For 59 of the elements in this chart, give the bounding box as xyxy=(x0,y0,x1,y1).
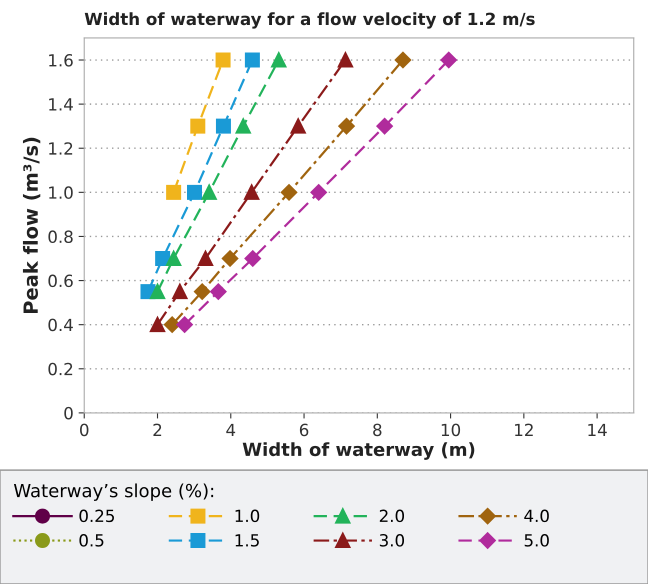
legend-title: Waterway’s slope (%): xyxy=(14,483,214,501)
point xyxy=(150,317,166,332)
x-tick-label: 0 xyxy=(80,424,88,436)
point xyxy=(166,251,182,266)
y-tick-label: 1.4 xyxy=(49,98,73,110)
y-tick-label: 0.2 xyxy=(48,362,72,376)
point xyxy=(176,316,193,333)
y-tick-label: 0.4 xyxy=(48,318,73,332)
point xyxy=(244,250,261,267)
point xyxy=(338,52,353,68)
point xyxy=(194,283,210,300)
x-tick-label: 2 xyxy=(153,424,162,436)
legend-label: 4.0 xyxy=(524,510,549,522)
x-tick-label: 12 xyxy=(515,424,533,436)
legend-label: 1.5 xyxy=(236,534,259,547)
point xyxy=(216,52,231,68)
x-axis-title: Width of waterway (m) xyxy=(242,442,474,460)
point xyxy=(376,118,393,134)
point xyxy=(271,52,286,68)
point xyxy=(172,284,188,300)
point xyxy=(236,118,251,134)
x-tick-label: 14 xyxy=(588,424,607,436)
y-tick-label: 1.0 xyxy=(49,186,73,199)
point xyxy=(155,251,170,266)
point xyxy=(280,184,298,200)
x-tick-label: 8 xyxy=(373,424,382,436)
chart-title: Width of waterway for a flow velocity of 1.2 m/s xyxy=(84,12,535,29)
point xyxy=(440,52,457,68)
point xyxy=(198,251,213,266)
point xyxy=(394,52,412,68)
point xyxy=(290,118,306,134)
y-tick-label: 1.2 xyxy=(49,142,72,155)
point xyxy=(216,118,231,134)
point xyxy=(202,184,217,200)
x-tick-label: 10 xyxy=(442,424,460,436)
point xyxy=(244,184,260,200)
y-tick-label: 0 xyxy=(64,406,73,420)
legend-label: 1.0 xyxy=(236,510,260,522)
legend-label: 5.0 xyxy=(524,534,549,547)
point xyxy=(166,184,182,200)
point xyxy=(210,283,226,300)
point xyxy=(187,184,202,200)
y-tick-label: 0.8 xyxy=(48,230,73,244)
legend-label: 3.0 xyxy=(380,534,404,547)
point xyxy=(244,52,260,68)
y-axis-title: Peak flow (m³/s) xyxy=(22,138,40,313)
x-tick-label: 4 xyxy=(226,424,236,436)
legend-label: 2.0 xyxy=(380,510,404,522)
point xyxy=(338,118,355,134)
point xyxy=(222,250,238,267)
point xyxy=(310,184,327,200)
legend-label: 0.5 xyxy=(79,534,104,547)
x-tick-label: 6 xyxy=(300,424,308,436)
point xyxy=(164,316,180,333)
legend-label: 0.25 xyxy=(79,510,114,522)
y-tick-label: 1.6 xyxy=(49,54,73,67)
point xyxy=(150,284,166,300)
y-tick-label: 0.6 xyxy=(48,274,73,288)
point xyxy=(190,118,206,134)
